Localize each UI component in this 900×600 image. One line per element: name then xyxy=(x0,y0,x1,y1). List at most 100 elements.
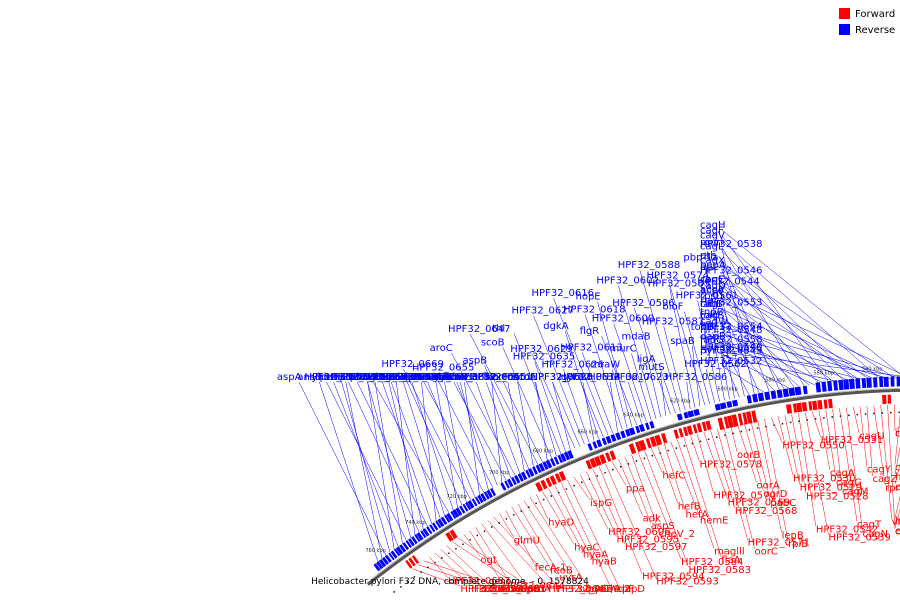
reverse-leader-line xyxy=(464,381,480,495)
reverse-gene-label: HPF32_0532 xyxy=(700,356,762,367)
reverse-gene-block xyxy=(719,402,727,410)
reverse-leader-line xyxy=(721,275,871,380)
reverse-leader-line xyxy=(373,381,450,514)
reverse-leader-line xyxy=(668,280,706,406)
forward-gene-label: hslU xyxy=(895,472,900,483)
reverse-gene-label: apt xyxy=(700,262,716,273)
reverse-gene-block xyxy=(788,387,796,397)
reverse-gene-block xyxy=(638,424,646,433)
reverse-gene-label: rpsU xyxy=(700,291,723,302)
forward-leader-line xyxy=(818,410,831,471)
forward-gene-label: cagZ xyxy=(873,474,898,485)
reverse-gene-label: HPF32_0613 xyxy=(560,343,622,354)
scale-tick-dot xyxy=(469,538,472,541)
reverse-gene-block xyxy=(628,427,636,436)
reverse-gene-block xyxy=(437,518,445,527)
forward-gene-block xyxy=(535,481,543,492)
reverse-leader-line xyxy=(485,381,521,474)
reverse-gene-label: dapF xyxy=(700,332,725,343)
forward-leader-line xyxy=(511,506,551,568)
reverse-gene-block xyxy=(500,482,507,491)
forward-gene-block xyxy=(801,401,808,412)
forward-gene-label: HPF32_0583 xyxy=(689,565,751,576)
forward-leader-line xyxy=(487,520,549,587)
reverse-gene-block xyxy=(757,392,765,402)
reverse-gene-block xyxy=(486,489,493,499)
scale-tick-dot xyxy=(675,447,678,450)
scale-tick-dot xyxy=(434,561,436,564)
reverse-gene-label: HPF32_0664 xyxy=(345,372,407,383)
scale-tick-dot xyxy=(699,440,702,443)
forward-gene-label: exsB xyxy=(481,584,505,595)
reverse-leader-line xyxy=(639,269,681,412)
scale-tick-dot xyxy=(490,526,493,528)
reverse-leader-line xyxy=(534,361,567,453)
forward-gene-label: oorC xyxy=(754,546,777,557)
reverse-gene-block xyxy=(592,441,598,449)
reverse-leader-line xyxy=(326,381,407,541)
reverse-gene-block xyxy=(411,536,418,545)
reverse-gene-label: HPF32_0623 xyxy=(606,372,668,383)
reverse-gene-label: HPF32_0683 xyxy=(360,372,422,383)
reverse-leader-line xyxy=(367,381,412,538)
reverse-leader-line xyxy=(721,353,790,389)
reverse-leader-line xyxy=(609,381,618,432)
forward-gene-label: cagM xyxy=(842,487,869,498)
reverse-leader-line xyxy=(631,353,652,421)
reverse-gene-label: HPF32_0629 xyxy=(510,344,572,355)
reverse-gene-block xyxy=(538,462,546,472)
reverse-gene-label: HPF32_0672 xyxy=(414,372,476,383)
reverse-gene-label: mdaB xyxy=(622,332,651,343)
reverse-gene-label: HPF32_0685 xyxy=(381,372,443,383)
forward-leader-line xyxy=(716,428,748,540)
forward-leader-line xyxy=(523,500,580,587)
reverse-leader-line xyxy=(374,381,403,544)
scale-tick-dot xyxy=(462,543,464,546)
forward-gene-block xyxy=(594,455,602,467)
reverse-gene-block xyxy=(390,550,398,559)
reverse-leader-line xyxy=(721,240,881,380)
reverse-gene-block xyxy=(849,378,855,390)
forward-leader-line xyxy=(894,463,900,485)
forward-gene-label: hcpF xyxy=(610,584,634,595)
scale-tick-dot xyxy=(420,571,423,573)
reverse-leader-line xyxy=(633,307,671,415)
scale-tick-dot xyxy=(588,478,591,480)
reverse-gene-label: flgR xyxy=(580,326,600,337)
scale-tick-dot xyxy=(505,517,508,520)
reverse-gene-block xyxy=(520,471,528,481)
forward-leader-line xyxy=(873,405,886,486)
reverse-leader-line xyxy=(712,331,725,401)
scale-tick-dot xyxy=(773,424,776,427)
reverse-gene-block xyxy=(567,450,574,459)
reverse-gene-label: oipA-2/A-1 xyxy=(399,372,451,383)
forward-gene-label: cagA xyxy=(830,468,855,479)
reverse-gene-label: HPF32_0602 xyxy=(596,275,658,286)
scale-tick-label: 640 kbp xyxy=(623,413,643,419)
forward-leader-line xyxy=(573,476,591,501)
reverse-gene-label: HPF32_0586 xyxy=(665,372,727,383)
reverse-leader-line xyxy=(721,307,760,394)
forward-leader-line xyxy=(446,545,491,587)
reverse-gene-block xyxy=(866,377,872,388)
legend-reverse-swatch xyxy=(839,24,850,35)
reverse-leader-line xyxy=(721,251,855,381)
reverse-gene-label: cagV xyxy=(700,231,725,242)
reverse-gene-label: HPF32_0675 xyxy=(351,372,413,383)
reverse-gene-block xyxy=(435,520,442,529)
forward-gene-block xyxy=(445,531,454,542)
scale-tick-dot xyxy=(856,413,859,416)
forward-gene-label: nrdA xyxy=(527,584,551,595)
reverse-leader-line xyxy=(411,381,454,511)
forward-leader-line xyxy=(560,482,611,587)
forward-gene-label: dcuA xyxy=(499,584,524,595)
backbone-arc xyxy=(366,388,900,586)
reverse-gene-block xyxy=(452,509,460,518)
scale-tick-dot xyxy=(440,556,443,559)
reverse-leader-line xyxy=(535,381,548,461)
reverse-gene-block xyxy=(833,380,838,391)
reverse-gene-block xyxy=(855,378,861,389)
reverse-gene-label: cagI xyxy=(700,299,721,310)
reverse-leader-line xyxy=(705,369,715,403)
